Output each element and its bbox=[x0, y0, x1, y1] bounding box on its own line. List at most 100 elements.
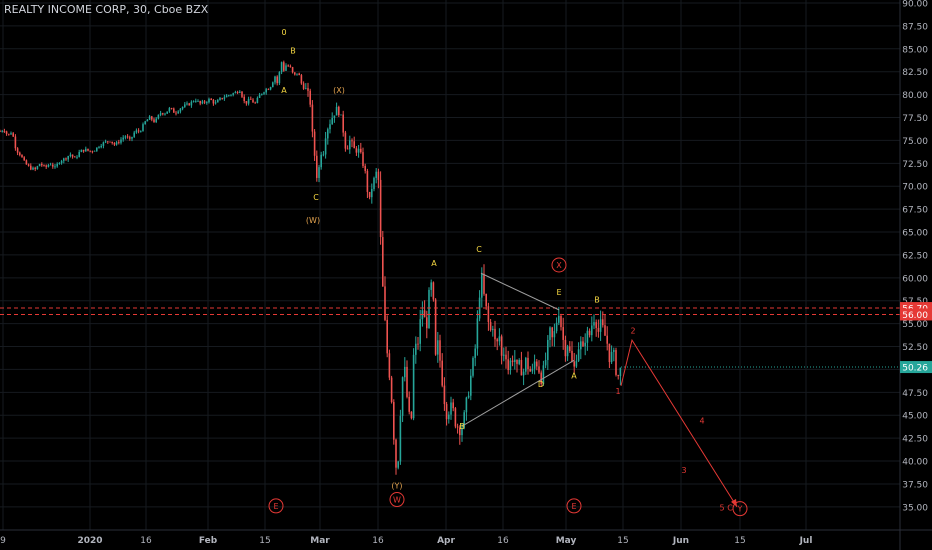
time-scale[interactable]: 9 2020 16 Feb 15 Mar 16 Apr 16 May 15 Jun 15 Jul bbox=[0, 529, 932, 546]
candle-body bbox=[98, 147, 100, 148]
candle-body bbox=[540, 372, 542, 385]
candle-body bbox=[113, 143, 116, 145]
candle-body bbox=[285, 65, 287, 71]
y-tick-label: 60.00 bbox=[902, 274, 928, 284]
candle-body bbox=[514, 359, 516, 363]
candle-body bbox=[247, 98, 250, 104]
candle-body bbox=[267, 89, 270, 91]
candle-body bbox=[610, 351, 613, 363]
candle-body bbox=[135, 130, 138, 133]
candle-body bbox=[122, 137, 124, 140]
candle-body bbox=[599, 319, 602, 332]
y-tick-label: 35.00 bbox=[902, 503, 928, 513]
candle-body bbox=[173, 108, 175, 113]
candle-body bbox=[542, 365, 545, 385]
candle-body bbox=[593, 322, 595, 326]
x-tick-label: Mar bbox=[310, 536, 330, 546]
candle-body bbox=[71, 154, 74, 157]
y-tick-label: 45.00 bbox=[902, 412, 928, 422]
candle-body bbox=[287, 65, 289, 67]
candle-body bbox=[349, 140, 351, 150]
candle-body bbox=[102, 142, 105, 146]
y-tick-label: 72.50 bbox=[902, 160, 928, 170]
candle-body bbox=[230, 94, 232, 96]
candle-body bbox=[56, 163, 58, 167]
candle-body bbox=[80, 149, 83, 153]
candle-body bbox=[419, 319, 421, 344]
candle-body bbox=[382, 237, 384, 287]
candle-body bbox=[23, 157, 25, 161]
candle-body bbox=[452, 402, 454, 409]
candle-body bbox=[21, 154, 23, 158]
candle-body bbox=[604, 325, 606, 336]
candle-body bbox=[109, 141, 111, 143]
y-tick-label: 40.00 bbox=[902, 458, 928, 468]
candle-body bbox=[254, 102, 256, 104]
y-tick-label: 87.50 bbox=[902, 22, 928, 32]
level-price-box bbox=[900, 308, 932, 321]
candle-body bbox=[384, 286, 386, 320]
y-tick-label: 77.50 bbox=[902, 114, 928, 124]
candle-body bbox=[474, 348, 476, 358]
candle-body bbox=[131, 136, 133, 139]
candle-body bbox=[234, 92, 237, 94]
candle-body bbox=[32, 167, 34, 170]
candle-body bbox=[302, 83, 305, 89]
wave-label: 3 bbox=[681, 466, 686, 475]
candle-body bbox=[445, 404, 448, 420]
candle-body bbox=[388, 353, 391, 378]
candle-body bbox=[355, 148, 358, 153]
y-tick-label: 62.50 bbox=[902, 251, 928, 261]
candle-body bbox=[586, 330, 589, 343]
candle-body bbox=[223, 97, 226, 99]
candle-body bbox=[85, 148, 87, 152]
wave-label: (X) bbox=[333, 86, 345, 95]
candle-body bbox=[428, 289, 430, 329]
candle-body bbox=[221, 97, 223, 99]
candle-body bbox=[522, 371, 525, 376]
candle-body bbox=[225, 95, 228, 98]
candle-body bbox=[366, 170, 369, 192]
circled-wave-marker bbox=[389, 492, 405, 508]
candle-body bbox=[252, 99, 254, 103]
candle-body bbox=[353, 141, 355, 149]
candle-body bbox=[362, 152, 364, 166]
candle-body bbox=[573, 361, 575, 367]
candle-body bbox=[450, 402, 452, 415]
candle-body bbox=[430, 282, 432, 290]
candle-body bbox=[448, 414, 450, 420]
wave-label: A bbox=[571, 372, 577, 381]
candle-body bbox=[280, 62, 283, 73]
candle-body bbox=[619, 367, 622, 377]
candle-body bbox=[595, 322, 597, 328]
candle-body bbox=[65, 158, 67, 160]
candle-body bbox=[613, 350, 615, 352]
candle-body bbox=[232, 93, 234, 95]
candle-body bbox=[265, 89, 267, 93]
candle-body bbox=[591, 325, 593, 336]
y-tick-label: 65.00 bbox=[902, 229, 928, 239]
candle-body bbox=[157, 114, 160, 119]
candle-body bbox=[617, 374, 619, 377]
wave-label: D bbox=[538, 380, 544, 389]
price-scale[interactable]: 90.00 87.50 85.00 82.50 80.00 77.50 75.00 72.50… bbox=[900, 0, 932, 513]
circled-wave-marker bbox=[566, 498, 582, 514]
candle-body bbox=[525, 357, 527, 372]
candle-body bbox=[241, 91, 243, 97]
x-tick-label: Jun bbox=[672, 536, 689, 546]
candle-body bbox=[67, 155, 69, 160]
candle-body bbox=[511, 360, 514, 363]
wave-label: 4 bbox=[699, 416, 704, 425]
candle-body bbox=[294, 72, 296, 75]
circled-wave-label: E bbox=[571, 502, 576, 511]
candle-body bbox=[16, 148, 19, 153]
y-tick-label: 90.00 bbox=[902, 0, 928, 10]
candle-body bbox=[190, 101, 193, 106]
x-tick-label: Feb bbox=[199, 536, 218, 546]
candle-body bbox=[38, 163, 41, 167]
last-price-label: 50.26 bbox=[902, 364, 928, 374]
y-tick-label: 37.50 bbox=[902, 480, 928, 490]
candle-body bbox=[498, 336, 501, 342]
